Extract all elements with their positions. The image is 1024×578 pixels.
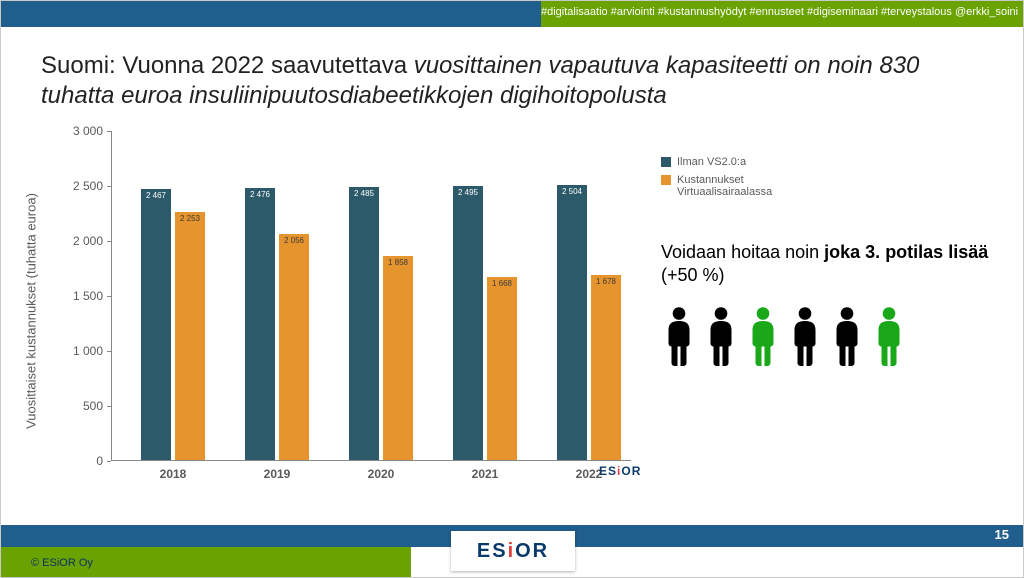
bar-value-label: 2 467 (141, 192, 171, 200)
top-bar-blue (1, 1, 541, 27)
title-plain: Suomi: Vuonna 2022 saavutettava (41, 52, 414, 79)
slide-title: Suomi: Vuonna 2022 saavutettava vuositta… (41, 51, 983, 111)
y-tick-mark (107, 351, 111, 352)
x-tick-label: 2021 (472, 467, 499, 481)
x-tick-label: 2020 (368, 467, 395, 481)
bar-2019-1: 2 056 (279, 234, 309, 460)
y-tick-mark (107, 406, 111, 407)
bar-2021-0: 2 495 (453, 186, 483, 460)
y-tick-mark (107, 461, 111, 462)
y-axis (111, 131, 112, 461)
x-tick-label: 2018 (160, 467, 187, 481)
y-tick-label: 1 000 (73, 344, 103, 358)
bar-2018-1: 2 253 (175, 212, 205, 460)
y-axis-label: Vuosittaiset kustannukset (tuhatta euroa… (24, 193, 39, 429)
x-tick-label: 2019 (264, 467, 291, 481)
footer-logo: ESiOR (451, 531, 575, 571)
bar-value-label: 2 476 (245, 191, 275, 199)
bar-chart: Vuosittaiset kustannukset (tuhatta euroa… (41, 131, 651, 491)
bar-value-label: 2 485 (349, 190, 379, 198)
top-bar: #digitalisaatio #arviointi #kustannushyö… (1, 1, 1023, 27)
legend-item: Kustannukset Virtuaalisairaalassa (661, 174, 772, 198)
y-tick-mark (107, 131, 111, 132)
people-icons (661, 306, 907, 366)
bar-value-label: 1 678 (591, 278, 621, 286)
person-icon (871, 306, 907, 366)
bar-value-label: 2 504 (557, 188, 587, 196)
y-tick-mark (107, 241, 111, 242)
legend-swatch (661, 157, 671, 167)
callout-pre: Voidaan hoitaa noin (661, 242, 824, 262)
person-icon (787, 306, 823, 366)
bar-2020-0: 2 485 (349, 187, 379, 460)
hashtags: #digitalisaatio #arviointi #kustannushyö… (541, 6, 1018, 18)
bar-2018-0: 2 467 (141, 189, 171, 460)
brand-small: ESiOR (599, 464, 641, 478)
footer: © ESiOR Oy 15 ESiOR (1, 525, 1023, 577)
logo-i: i (508, 540, 516, 562)
y-tick-label: 500 (83, 399, 103, 413)
y-tick-label: 2 000 (73, 234, 103, 248)
callout-text: Voidaan hoitaa noin joka 3. potilas lisä… (661, 241, 991, 288)
y-tick-label: 0 (96, 454, 103, 468)
x-axis (111, 460, 631, 461)
bar-2022-1: 1 678 (591, 275, 621, 460)
legend: Ilman VS2.0:a Kustannukset Virtuaalisaira… (661, 156, 772, 204)
bar-2022-0: 2 504 (557, 185, 587, 460)
y-tick-label: 1 500 (73, 289, 103, 303)
y-tick-label: 3 000 (73, 124, 103, 138)
brand-pre: ES (599, 464, 617, 478)
y-tick-mark (107, 296, 111, 297)
bar-2019-0: 2 476 (245, 188, 275, 460)
bar-value-label: 1 858 (383, 259, 413, 267)
brand-post: OR (621, 464, 641, 478)
plot-area: 05001 0001 5002 0002 5003 0002 4672 2532… (111, 131, 631, 461)
legend-swatch (661, 175, 671, 185)
slide: #digitalisaatio #arviointi #kustannushyö… (0, 0, 1024, 578)
person-icon (829, 306, 865, 366)
bar-value-label: 1 668 (487, 280, 517, 288)
person-icon (745, 306, 781, 366)
bar-value-label: 2 253 (175, 215, 205, 223)
person-icon (703, 306, 739, 366)
top-bar-green: #digitalisaatio #arviointi #kustannushyö… (541, 1, 1023, 27)
legend-label: Ilman VS2.0:a (677, 156, 746, 168)
legend-item: Ilman VS2.0:a (661, 156, 772, 168)
legend-label: Kustannukset Virtuaalisairaalassa (677, 174, 772, 198)
y-tick-label: 2 500 (73, 179, 103, 193)
bar-2020-1: 1 858 (383, 256, 413, 460)
bar-2021-1: 1 668 (487, 277, 517, 460)
bar-value-label: 2 495 (453, 189, 483, 197)
bar-value-label: 2 056 (279, 237, 309, 245)
logo-post: OR (515, 540, 549, 562)
footer-copyright: © ESiOR Oy (31, 557, 93, 569)
callout-post: (+50 %) (661, 265, 725, 285)
y-tick-mark (107, 186, 111, 187)
callout-bold: joka 3. potilas lisää (824, 242, 988, 262)
logo-pre: ES (477, 540, 508, 562)
person-icon (661, 306, 697, 366)
page-number: 15 (995, 527, 1009, 542)
